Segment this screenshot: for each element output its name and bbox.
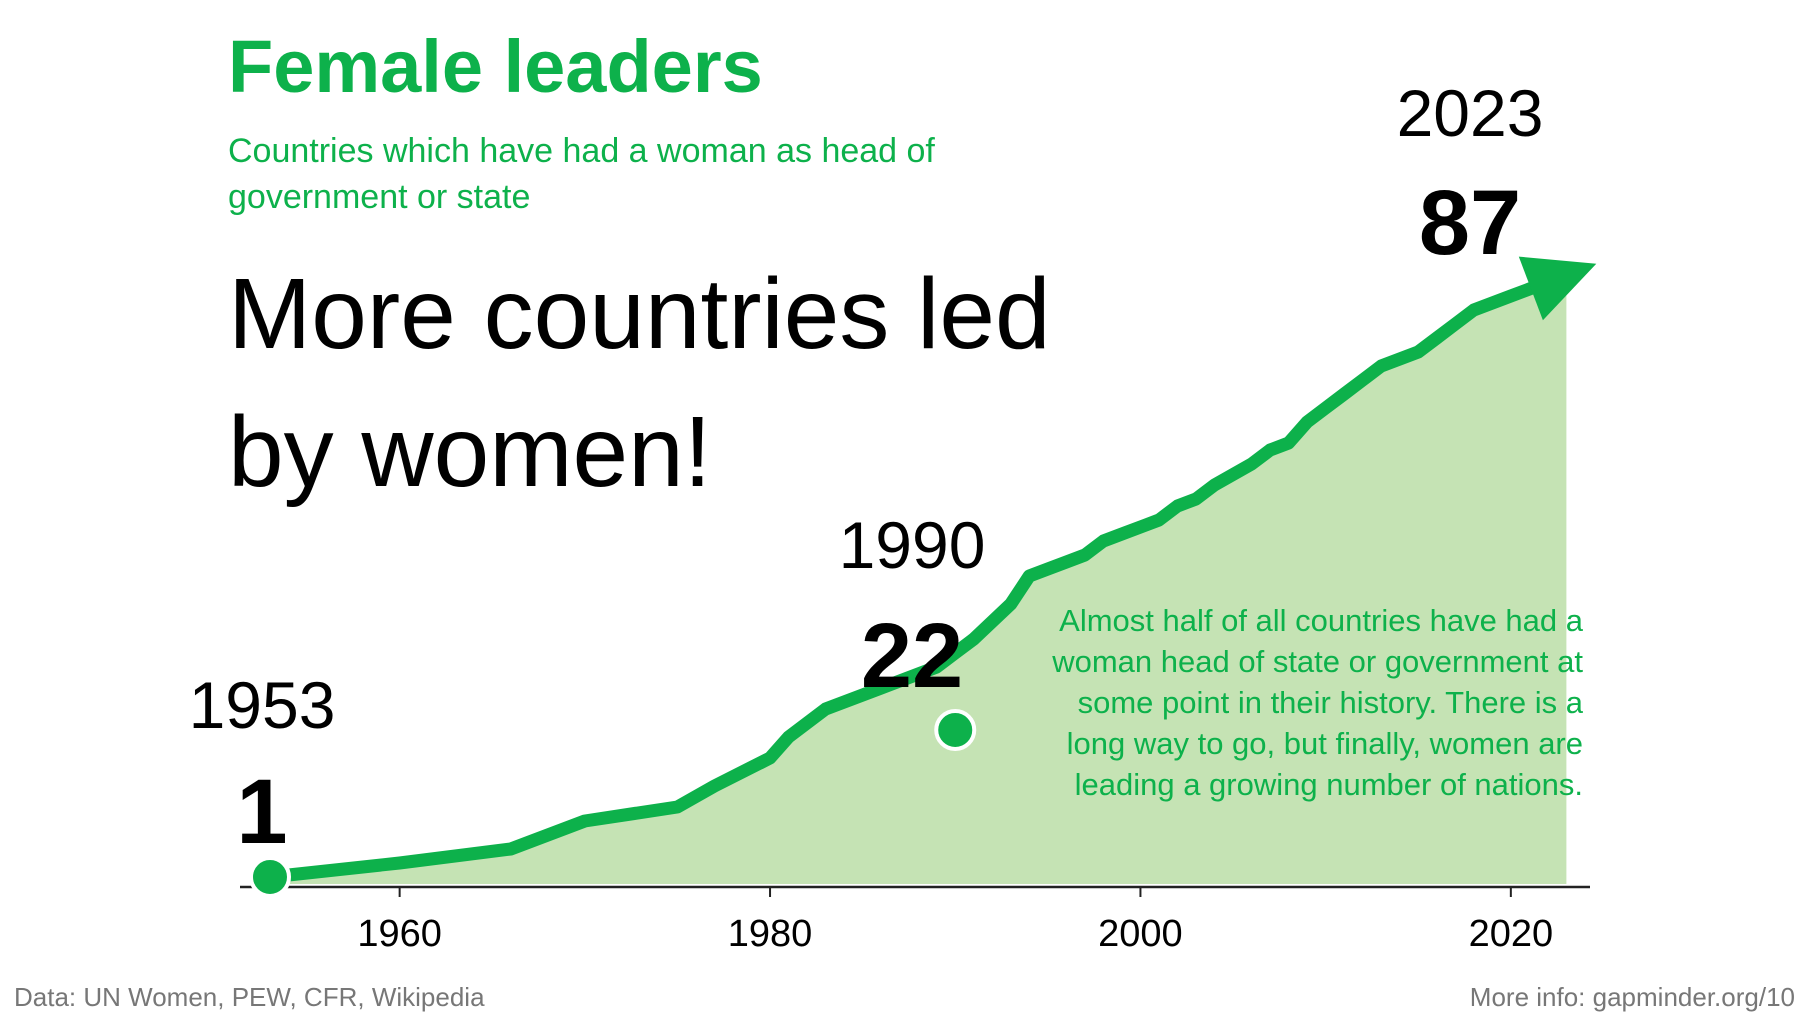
annotation-note: Almost half of all countries have had a …: [1052, 603, 1583, 802]
x-tick-label-1960: 1960: [357, 913, 442, 955]
annotation-value-1990: 22: [861, 605, 963, 707]
data-source: Data: UN Women, PEW, CFR, Wikipedia: [14, 982, 485, 1012]
highlight-point-1953: [249, 856, 291, 898]
annotation-value-1953: 1: [236, 761, 287, 863]
x-axis-ticks: 1960 1980 2000 2020: [357, 887, 1553, 955]
chart-title: Female leaders: [228, 25, 763, 108]
chart-subtitle: Countries which have had a woman as head…: [228, 132, 935, 216]
series-line: [263, 274, 1557, 884]
highlight-point-1990: [934, 709, 977, 751]
x-tick-label-2020: 2020: [1469, 913, 1554, 955]
annotation-year-2023: 2023: [1397, 76, 1544, 150]
annotation-value-2023: 87: [1419, 172, 1521, 274]
arrow-head: [1518, 256, 1597, 321]
x-tick-label-2000: 2000: [1098, 913, 1183, 955]
more-info-link[interactable]: More info: gapminder.org/10: [1469, 982, 1795, 1012]
annotation-year-1953: 1953: [189, 668, 336, 742]
area-fill: [270, 275, 1567, 884]
annotation-year-1990: 1990: [839, 508, 986, 582]
x-tick-label-1980: 1980: [728, 913, 813, 955]
headline: More countries led by women!: [228, 258, 1051, 508]
highlight-points: [249, 709, 977, 898]
